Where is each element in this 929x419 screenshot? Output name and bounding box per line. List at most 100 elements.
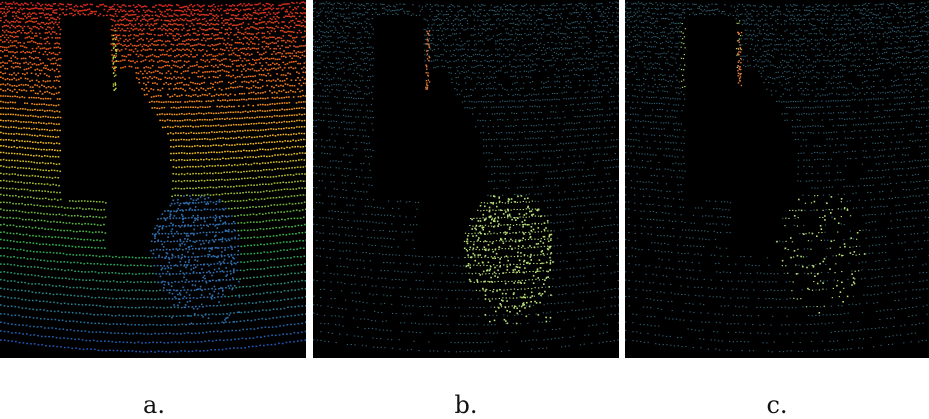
lidar-point [252,68,254,70]
lidar-point [192,159,194,161]
lidar-point [275,14,277,16]
lidar-point [128,20,130,22]
lidar-point [291,181,293,183]
lidar-point [196,298,198,300]
lidar-point [276,21,278,23]
lidar-point [128,35,130,37]
lidar-point [55,19,57,21]
lidar-point [189,202,191,204]
lidar-point [2,2,4,4]
lidar-point [202,72,204,74]
lidar-point [275,335,277,337]
lidar-point [195,166,197,168]
lidar-point [287,40,289,42]
lidar-point [288,196,290,198]
lidar-point [210,145,212,147]
lidar-point [6,160,8,162]
lidar-point [198,187,200,189]
lidar-point [200,264,202,266]
lidar-point [259,163,261,165]
lidar-point [202,145,204,147]
lidar-point [297,167,299,169]
lidar-point [196,323,198,325]
lidar-point [29,326,31,328]
lidar-point [231,44,233,46]
lidar-point [215,82,217,84]
lidar-point [289,45,291,47]
lidar-point [256,13,258,15]
lidar-point [284,175,286,177]
lidar-point [188,306,190,308]
lidar-point [94,14,96,16]
lidar-point [260,129,262,131]
lidar-point [228,124,230,126]
lidar-point [190,66,192,68]
lidar-point [279,325,281,327]
lidar-point [118,28,120,30]
lidar-point [53,94,55,96]
lidar-point [256,293,258,295]
lidar-point [242,60,244,62]
lidar-point [61,206,63,208]
lidar-point [276,110,278,112]
lidar-point [37,2,39,4]
lidar-point [55,244,57,246]
lidar-point [41,183,43,185]
lidar-point [205,240,207,242]
lidar-point [286,26,288,28]
lidar-point [215,138,217,140]
lidar-point [156,56,158,58]
lidar-point [298,314,300,316]
lidar-point [35,42,37,44]
lidar-point [239,93,241,95]
lidar-point [170,55,172,57]
lidar-point [38,219,40,221]
lidar-point [98,15,100,17]
lidar-point [291,79,293,81]
lidar-point [194,83,196,85]
lidar-point [62,328,64,330]
lidar-point [224,296,226,298]
lidar-point [46,177,48,179]
lidar-point [303,108,305,110]
lidar-point [211,44,213,46]
lidar-point [172,298,174,300]
lidar-point [190,265,192,267]
lidar-point [277,40,279,42]
lidar-point [246,76,248,78]
lidar-point [154,82,156,84]
lidar-point [217,55,219,57]
lidar-point [287,140,289,142]
lidar-point [134,324,136,326]
lidar-point [250,277,252,279]
lidar-point [181,10,183,12]
lidar-point [135,67,137,69]
lidar-point [55,277,57,279]
lidar-point [58,5,60,7]
lidar-point [224,106,226,108]
lidar-point [158,35,160,37]
lidar-point [45,4,47,6]
lidar-point [241,238,243,240]
lidar-point [265,23,267,25]
lidar-point [140,38,142,40]
lidar-point [44,190,46,192]
lidar-point [210,264,212,266]
lidar-point [187,15,189,17]
lidar-point [172,293,174,295]
lidar-point [142,307,144,309]
lidar-point [201,228,203,230]
lidar-point [25,62,27,64]
lidar-point [246,15,248,17]
lidar-point [178,342,180,344]
lidar-point [192,56,194,58]
lidar-point [149,290,151,292]
lidar-point [199,146,201,148]
lidar-point [299,240,301,242]
lidar-point [272,4,274,6]
lidar-point [53,3,55,4]
lidar-point [221,81,223,83]
lidar-point [264,8,266,10]
lidar-point [208,5,210,7]
lidar-point [204,208,206,210]
